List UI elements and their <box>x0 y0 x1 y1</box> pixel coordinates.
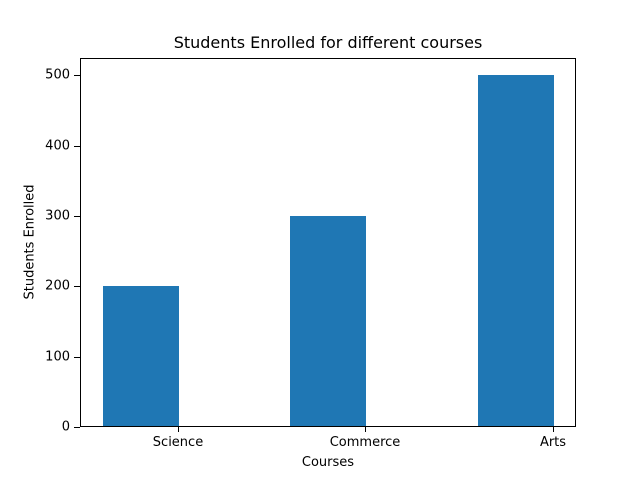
x-tick-label: Arts <box>539 435 567 450</box>
bar-commerce <box>290 216 366 426</box>
y-axis-label: Students Enrolled <box>22 184 38 300</box>
plot-area <box>80 58 576 427</box>
x-axis-label: Courses <box>301 455 355 470</box>
y-tick <box>74 286 80 287</box>
bar-arts <box>478 75 554 426</box>
x-tick <box>365 427 366 432</box>
chart-title: Students Enrolled for different courses <box>173 33 483 52</box>
x-tick-label: Commerce <box>329 435 401 450</box>
x-tick <box>178 427 179 432</box>
y-tick-label: 300 <box>45 208 70 224</box>
x-tick <box>553 427 554 432</box>
bar-science <box>103 286 179 426</box>
y-tick-label: 200 <box>45 278 70 294</box>
y-tick-label: 100 <box>45 349 70 365</box>
y-tick-label: 400 <box>45 138 70 154</box>
y-tick-label: 0 <box>61 419 70 435</box>
x-tick-label: Science <box>152 435 204 450</box>
y-tick <box>74 427 80 428</box>
y-tick <box>74 146 80 147</box>
y-tick-label: 500 <box>45 67 70 83</box>
y-tick <box>74 357 80 358</box>
y-tick <box>74 216 80 217</box>
y-tick <box>74 75 80 76</box>
